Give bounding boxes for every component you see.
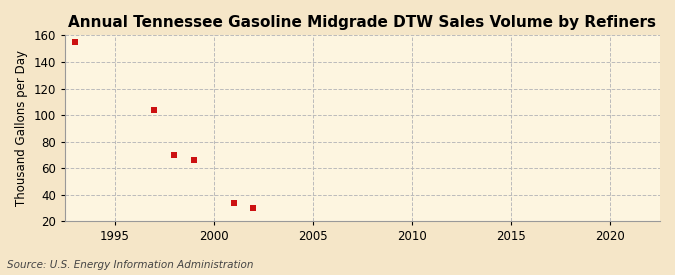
Point [70, 40, 80, 44]
Point [248, 206, 259, 210]
Point [228, 201, 239, 205]
Point [188, 158, 199, 163]
Y-axis label: Thousand Gallons per Day: Thousand Gallons per Day [15, 50, 28, 207]
Title: Annual Tennessee Gasoline Midgrade DTW Sales Volume by Refiners: Annual Tennessee Gasoline Midgrade DTW S… [68, 15, 657, 30]
Text: Source: U.S. Energy Information Administration: Source: U.S. Energy Information Administ… [7, 260, 253, 270]
Point [169, 153, 180, 157]
Point [148, 108, 159, 112]
